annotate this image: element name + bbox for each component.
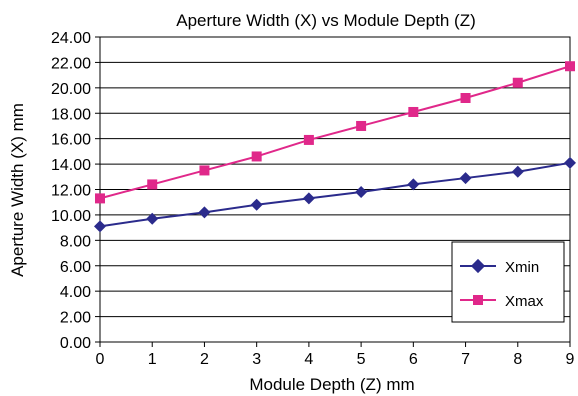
data-point-xmin <box>511 165 524 178</box>
legend-marker-xmin <box>470 258 486 274</box>
y-tick-label: 14.00 <box>51 157 91 174</box>
y-tick-label: 10.00 <box>51 208 91 225</box>
x-tick-label: 8 <box>513 351 522 368</box>
x-tick-label: 9 <box>566 351 575 368</box>
data-point-xmax <box>251 151 262 162</box>
data-point-xmin <box>355 186 368 199</box>
x-tick-label: 5 <box>357 351 366 368</box>
data-point-xmax <box>408 106 419 117</box>
data-point-xmin <box>302 192 315 205</box>
series <box>94 61 576 233</box>
legend-label-xmax: Xmax <box>505 293 544 310</box>
data-point-xmax <box>95 193 105 204</box>
x-tick-label: 2 <box>200 351 209 368</box>
y-tick-label: 18.00 <box>51 106 91 123</box>
data-point-xmin <box>407 178 420 191</box>
x-tick-label: 1 <box>148 351 157 368</box>
chart-title: Aperture Width (X) vs Module Depth (Z) <box>176 11 475 30</box>
y-tick-label: 20.00 <box>51 81 91 98</box>
data-point-xmax <box>512 77 523 88</box>
y-tick-label: 16.00 <box>51 132 91 149</box>
y-axis-ticks: 0.00 2.00 4.00 6.00 8.00 10.00 12.00 14.00 16.00… <box>51 30 100 352</box>
legend-label-xmin: Xmin <box>505 259 539 276</box>
x-tick-label: 7 <box>461 351 470 368</box>
data-point-xmax <box>460 93 471 103</box>
y-tick-label: 12.00 <box>51 183 91 200</box>
data-point-xmin <box>250 198 263 211</box>
x-tick-label: 4 <box>304 351 313 368</box>
series-line-xmax <box>99 65 571 200</box>
data-point-xmax <box>303 134 314 145</box>
y-tick-label: 6.00 <box>60 259 91 276</box>
data-point-xmax <box>565 61 575 72</box>
y-tick-label: 0.00 <box>60 335 91 352</box>
data-point-xmax <box>147 179 158 190</box>
x-axis-ticks: 0 1 2 3 4 5 6 7 8 9 <box>96 342 575 368</box>
y-tick-label: 22.00 <box>51 55 91 72</box>
y-tick-label: 8.00 <box>60 233 91 250</box>
x-tick-label: 3 <box>252 351 261 368</box>
legend-marker-xmax <box>473 295 483 305</box>
data-point-xmin <box>94 220 106 233</box>
y-axis-label: Aperture Width (X) mm <box>8 103 27 277</box>
data-point-xmax <box>356 120 367 131</box>
legend: Xmin Xmax <box>451 241 565 323</box>
data-point-xmin <box>564 156 576 169</box>
x-tick-label: 0 <box>96 351 105 368</box>
y-tick-label: 2.00 <box>60 310 91 327</box>
series-line-xmin <box>99 161 571 228</box>
y-tick-label: 4.00 <box>60 284 91 301</box>
y-tick-label: 24.00 <box>51 30 91 47</box>
legend-box <box>451 241 565 323</box>
data-point-xmin <box>146 212 159 225</box>
data-point-xmax <box>199 165 210 176</box>
data-point-xmin <box>459 172 472 185</box>
x-tick-label: 6 <box>409 351 418 368</box>
data-point-xmin <box>198 206 211 219</box>
x-axis-label: Module Depth (Z) mm <box>249 375 414 394</box>
